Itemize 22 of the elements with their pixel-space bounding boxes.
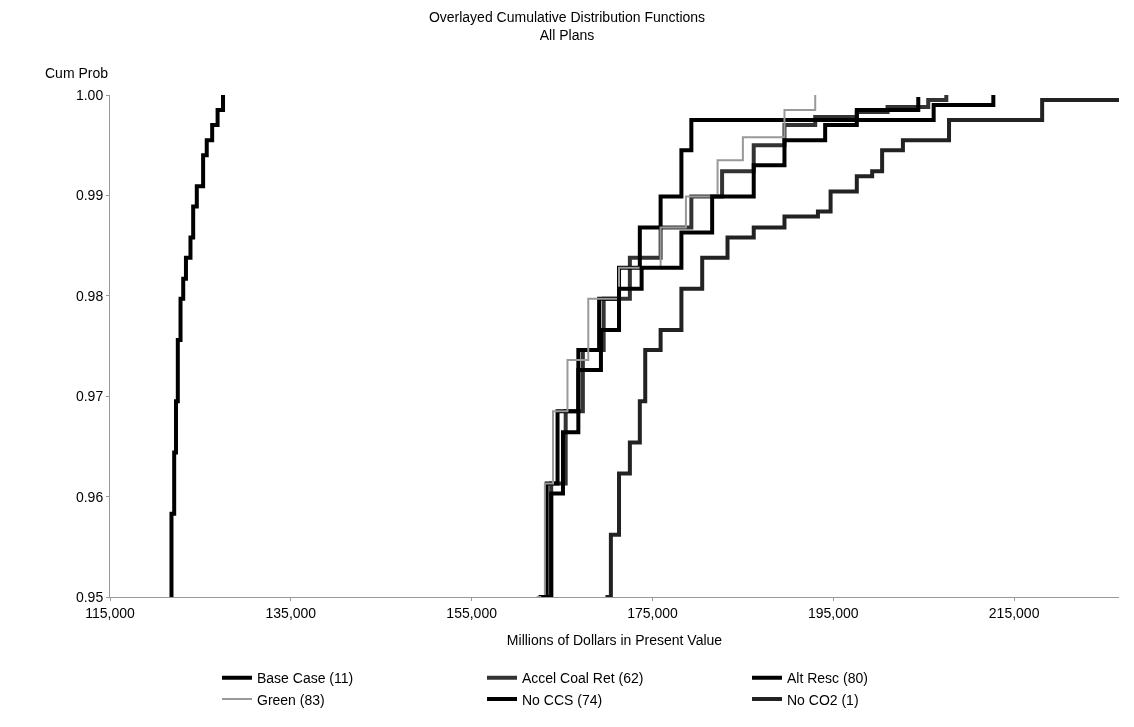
y-tick-label: 0.98 — [75, 287, 104, 304]
legend-label: Alt Resc (80) — [787, 670, 868, 687]
y-tick-label: 0.97 — [75, 388, 104, 405]
x-tick-label: 115,000 — [85, 604, 135, 621]
y-axis-title: Cum Prob — [45, 65, 109, 81]
legend-label: No CO2 (1) — [787, 691, 859, 708]
legend-label: No CCS (74) — [522, 691, 603, 708]
x-tick-label: 155,000 — [446, 604, 498, 621]
y-tick-label: 0.95 — [75, 588, 104, 605]
chart-subtitle: All Plans — [539, 27, 595, 44]
x-tick-label: 135,000 — [265, 604, 317, 621]
y-tick-label: 1.00 — [75, 86, 104, 103]
y-tick-label: 0.99 — [75, 187, 104, 204]
x-tick-label: 215,000 — [988, 604, 1040, 621]
x-tick-label: 175,000 — [627, 604, 678, 621]
legend-label: Accel Coal Ret (62) — [522, 670, 644, 687]
y-tick-label: 0.96 — [75, 488, 104, 505]
x-tick-label: 195,000 — [808, 604, 859, 621]
x-axis-title: Millions of Dollars in Present Value — [506, 632, 723, 649]
chart-title: Overlayed Cumulative Distribution Functions — [428, 8, 706, 25]
legend-label: Base Case (11) — [257, 670, 354, 687]
legend-label: Green (83) — [257, 691, 325, 708]
